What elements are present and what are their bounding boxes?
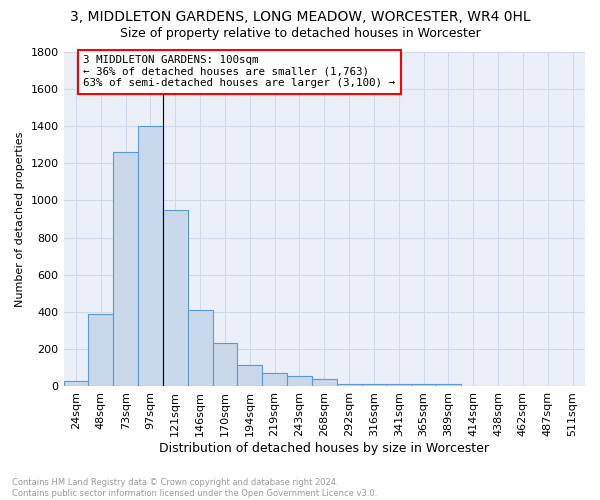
Text: 3 MIDDLETON GARDENS: 100sqm
← 36% of detached houses are smaller (1,763)
63% of : 3 MIDDLETON GARDENS: 100sqm ← 36% of det… xyxy=(83,55,395,88)
Bar xyxy=(212,342,238,386)
Bar xyxy=(386,384,411,386)
Bar xyxy=(138,126,163,386)
Bar xyxy=(163,210,188,386)
Bar xyxy=(312,379,337,386)
Bar xyxy=(436,384,461,386)
Bar xyxy=(113,152,138,386)
Bar xyxy=(362,384,386,386)
Y-axis label: Number of detached properties: Number of detached properties xyxy=(15,132,25,306)
Bar xyxy=(188,310,212,386)
X-axis label: Distribution of detached houses by size in Worcester: Distribution of detached houses by size … xyxy=(159,442,489,455)
Text: Size of property relative to detached houses in Worcester: Size of property relative to detached ho… xyxy=(119,28,481,40)
Text: 3, MIDDLETON GARDENS, LONG MEADOW, WORCESTER, WR4 0HL: 3, MIDDLETON GARDENS, LONG MEADOW, WORCE… xyxy=(70,10,530,24)
Bar xyxy=(88,314,113,386)
Bar xyxy=(238,365,262,386)
Text: Contains HM Land Registry data © Crown copyright and database right 2024.
Contai: Contains HM Land Registry data © Crown c… xyxy=(12,478,377,498)
Bar xyxy=(337,384,362,386)
Bar xyxy=(262,374,287,386)
Bar xyxy=(64,381,88,386)
Bar xyxy=(287,376,312,386)
Bar xyxy=(411,384,436,386)
